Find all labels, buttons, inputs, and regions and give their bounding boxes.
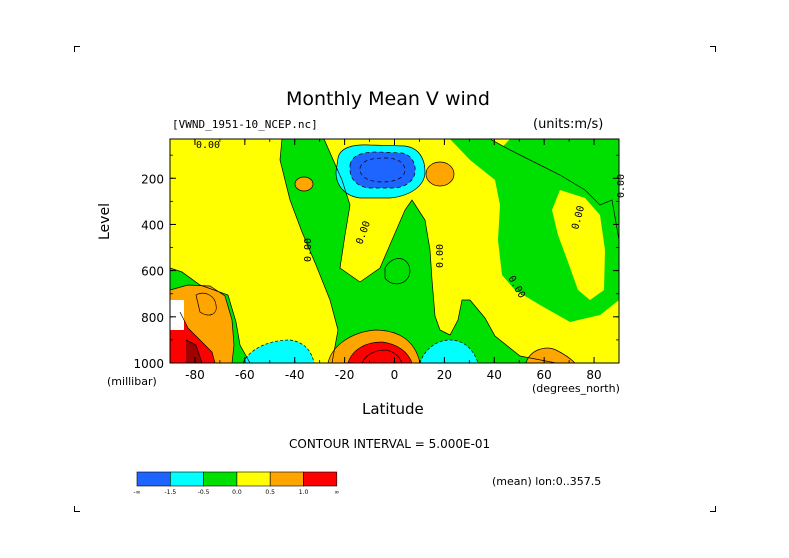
contour-line-orange-east xyxy=(525,347,576,363)
x-tick-label: -40 xyxy=(285,368,305,382)
y-tick-label: 600 xyxy=(141,265,164,279)
x-axis-label: Latitude xyxy=(362,400,424,418)
x-tick-label: 80 xyxy=(586,368,601,382)
contour-fill-yellow-east xyxy=(552,190,605,300)
contour-fill-orange-north xyxy=(426,162,454,186)
y-tick-label: 1000 xyxy=(133,357,164,371)
x-tick-label: -60 xyxy=(235,368,255,382)
contour-lines xyxy=(170,139,619,363)
colorbar-label: ∞ xyxy=(334,489,339,496)
colorbar-swatch xyxy=(303,471,338,487)
contour-fill-cyan-center xyxy=(420,340,478,363)
contour-line-orange-north xyxy=(425,161,455,187)
contour-line-zero-east xyxy=(489,139,619,241)
contour-line-orange-south-inner xyxy=(195,292,217,316)
contour-fill-red-center xyxy=(348,342,412,363)
file-label: [VWND_1951-10_NCEP.nc] xyxy=(172,118,318,131)
contour-label-6: 0.00 xyxy=(616,174,627,198)
axes: -80 -60 -40 -20 0 20 40 60 80 200 400 600 800 1000 xyxy=(133,139,620,382)
y-tick-label: 800 xyxy=(141,311,164,325)
x-axis-units: (degrees_north) xyxy=(532,382,620,395)
contour-line-zero-left xyxy=(279,139,339,363)
contour-line-zero-south xyxy=(170,267,251,363)
contour-interval-text: CONTOUR INTERVAL = 5.000E-01 xyxy=(289,437,491,451)
y-axis-units: (millibar) xyxy=(107,375,157,388)
crop-mark-top-right xyxy=(710,46,716,52)
contour-fill-dark-red xyxy=(186,340,202,363)
contour-line-blue-north xyxy=(349,151,416,189)
crop-mark-bottom-left xyxy=(74,506,80,512)
y-tick-label: 200 xyxy=(141,172,164,186)
colorbar-label: 0.5 xyxy=(265,489,275,496)
contour-line-red-south-inner xyxy=(185,339,203,363)
negative-contour-lines xyxy=(349,151,416,189)
crop-mark-bottom-right xyxy=(710,506,716,512)
colorbar-swatch xyxy=(170,471,204,487)
contour-line-green-patch xyxy=(384,258,411,285)
colorbar-label: -0.5 xyxy=(198,489,210,496)
contour-line-cyan-north xyxy=(335,144,426,199)
contour-line-orange-center xyxy=(327,329,421,363)
x-tick-label: 60 xyxy=(537,368,552,382)
contour-label-top: 0.00 xyxy=(196,140,220,151)
contour-fill-yellow-left xyxy=(170,139,338,363)
x-tick-label: 0 xyxy=(391,368,399,382)
colorbar: -∞ -1.5 -0.5 0.0 0.5 1.0 ∞ xyxy=(133,471,339,496)
contour-line-orange-top-left xyxy=(294,176,314,192)
colorbar-label: -1.5 xyxy=(164,489,176,496)
contour-label-1: 0.00 xyxy=(303,238,314,262)
y-tick-label: 400 xyxy=(141,218,164,232)
contour-line-cyan-south xyxy=(242,339,315,363)
colorbar-swatch xyxy=(269,471,304,487)
colorbar-label: 0.0 xyxy=(232,489,242,496)
contour-fill-cyan-south xyxy=(243,340,314,363)
x-tick-label: -20 xyxy=(335,368,355,382)
contour-label-3: 0.00 xyxy=(435,244,446,268)
contour-fill-blue-north xyxy=(350,152,416,188)
units-label: (units:m/s) xyxy=(533,117,604,132)
contour-line-red-center-inner xyxy=(361,349,403,363)
contour-line-zero-center xyxy=(323,139,557,363)
colorbar-label: 1.0 xyxy=(299,489,309,496)
colorbar-swatch xyxy=(236,471,271,487)
colorbar-swatch xyxy=(136,471,171,487)
contour-line-red-south xyxy=(179,311,216,363)
contour-line-red-center xyxy=(347,341,413,363)
contour-line-orange-south xyxy=(170,284,235,363)
colorbar-label: -∞ xyxy=(133,489,140,496)
contour-fill-green-patch xyxy=(385,258,410,284)
contour-fill-orange-top-left xyxy=(295,177,313,191)
chart-title: Monthly Mean V wind xyxy=(286,88,490,110)
colorbar-swatch xyxy=(203,471,238,487)
contour-line-cyan-center xyxy=(419,339,479,363)
mean-longitude-text: (mean) lon:0..357.5 xyxy=(492,475,602,488)
crop-mark-top-left xyxy=(74,46,80,52)
x-tick-label: 40 xyxy=(487,368,502,382)
x-tick-label: -80 xyxy=(185,368,205,382)
contour-fill-white xyxy=(170,300,184,330)
x-tick-label: 20 xyxy=(437,368,452,382)
